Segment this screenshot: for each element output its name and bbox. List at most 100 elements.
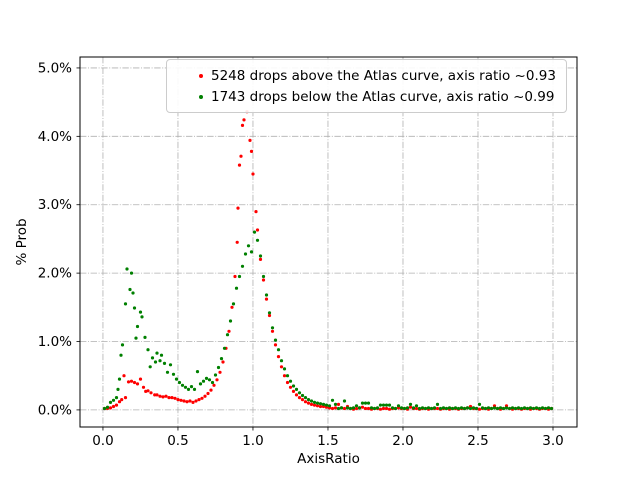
drops-below-point [159, 353, 164, 357]
drops-below-point [435, 402, 440, 406]
drops-above-point [135, 382, 140, 386]
x-tick-label: 1.0 [242, 433, 263, 449]
drops-below-point [483, 406, 488, 411]
drops-above-point [251, 172, 255, 176]
drops-above-point [155, 393, 159, 397]
drops-below-point [324, 403, 329, 407]
drops-below-point [444, 406, 449, 411]
drops-above-point [237, 163, 242, 167]
x-tick-label: 3.0 [542, 433, 563, 449]
drops-above-point [167, 396, 171, 400]
drops-above-point [129, 379, 134, 383]
drops-above-point [114, 403, 119, 407]
drops-below-point [155, 351, 159, 355]
drops-below-point [300, 393, 305, 398]
drops-below-point [294, 387, 299, 391]
drops-below-point [222, 346, 227, 350]
drops-below-point [267, 311, 272, 315]
drops-below-point [522, 406, 527, 410]
drops-below-point [330, 398, 335, 402]
drops-below-point [348, 406, 353, 411]
drops-below-point [148, 365, 152, 369]
drops-below-point [116, 387, 120, 391]
drops-below-point [291, 384, 296, 388]
drops-below-point [195, 370, 200, 374]
drops-below-point [105, 405, 110, 409]
drops-below-point [125, 267, 129, 271]
drops-below-point [408, 402, 413, 406]
drops-below-point [441, 406, 446, 410]
drops-below-point [264, 293, 269, 297]
drops-below-point [528, 406, 533, 410]
drops-below-point [357, 406, 362, 410]
drops-above-point [336, 402, 341, 406]
drops-above-point [117, 400, 122, 404]
x-axis-title: AxisRatio [297, 451, 360, 467]
drops-above-point [254, 210, 258, 214]
drops-below-point [120, 343, 125, 347]
drops-above-point [384, 406, 389, 411]
drops-below-point [351, 406, 356, 410]
legend-label-above: 5248 drops above the Atlas curve, axis r… [211, 67, 556, 84]
drops-above-point [111, 404, 116, 409]
drops-above-point [182, 399, 186, 403]
drops-below-point [117, 377, 122, 381]
drops-below-point [516, 406, 521, 410]
drops-below-point [306, 398, 311, 402]
drops-below-point [498, 406, 503, 410]
drops-below-point [134, 336, 138, 340]
drops-above-point [315, 404, 320, 408]
drops-below-point [273, 338, 278, 342]
drops-below-point [390, 406, 395, 410]
drops-above-point [242, 118, 246, 122]
drops-below-point [128, 287, 132, 292]
drops-above-point [363, 406, 368, 411]
drops-above-point [235, 240, 239, 244]
drops-above-point [209, 388, 213, 392]
drops-above-point [261, 278, 266, 282]
drops-above-point [132, 380, 137, 385]
legend-item-below: 1743 drops below the Atlas curve, axis r… [167, 86, 556, 107]
drops-above-point [218, 370, 222, 374]
drops-above-point [170, 396, 174, 400]
drops-below-point [360, 401, 365, 405]
drops-below-point [459, 406, 464, 410]
drops-below-point [201, 379, 206, 383]
drops-below-point [420, 406, 425, 410]
drops-above-point [123, 396, 128, 400]
y-tick-label: 4.0% [38, 129, 72, 145]
drops-below-point [129, 271, 134, 275]
drops-below-point [321, 402, 326, 406]
drops-below-point [318, 402, 323, 406]
drops-below-point [288, 379, 293, 383]
drops-above-point [291, 389, 296, 393]
drops-below-point [477, 402, 482, 406]
drops-above-point [108, 406, 113, 410]
drops-below-point [333, 402, 338, 406]
drops-below-point [489, 406, 494, 411]
drops-below-point [102, 406, 107, 411]
drops-above-point [294, 393, 299, 397]
drops-below-point [162, 361, 167, 365]
drops-below-point [417, 406, 422, 411]
drops-below-point [465, 406, 470, 410]
drops-below-point [327, 404, 332, 408]
drops-below-point [456, 406, 461, 411]
drops-above-point [408, 405, 413, 409]
drops-below-point [297, 391, 302, 395]
drops-below-point [315, 401, 320, 405]
drops-above-point [300, 398, 305, 402]
drops-below-point [282, 367, 287, 371]
drops-above-point [164, 394, 168, 398]
x-tick-label: 0.0 [92, 433, 113, 449]
drops-below-point [158, 359, 162, 363]
drops-above-point [126, 380, 131, 384]
drops-above-point [312, 403, 317, 407]
drops-above-point [194, 399, 198, 403]
drops-below-point [119, 353, 123, 357]
plot-border [79, 56, 578, 428]
drops-below-point [432, 406, 437, 410]
drops-below-point [132, 306, 137, 310]
drops-below-point [276, 348, 281, 352]
